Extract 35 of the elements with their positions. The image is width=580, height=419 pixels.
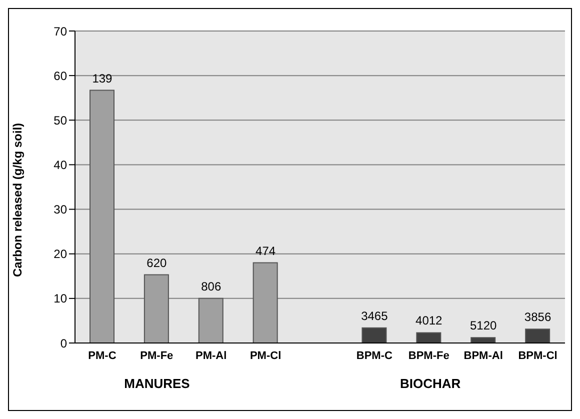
y-tick-label: 60	[54, 68, 68, 83]
y-tick-label: 20	[54, 247, 68, 262]
annotation: 139	[92, 71, 113, 86]
bar	[252, 262, 278, 343]
y-tick-label: 0	[60, 336, 68, 350]
y-tick-label: 30	[54, 202, 68, 217]
annotation: 474	[256, 244, 276, 258]
bar	[198, 298, 224, 343]
bar	[416, 332, 442, 343]
bar	[90, 90, 114, 343]
x-tick-label: BPM-Cl	[518, 350, 558, 362]
annotation: 3856	[524, 310, 552, 324]
y-tick-label: 70	[54, 24, 68, 38]
bar	[470, 337, 496, 343]
x-tick-label: PM-Fe	[140, 350, 174, 362]
y-axis-title: Carbon released (g/kg soil)	[10, 122, 24, 277]
annotation: 620	[146, 256, 167, 270]
x-tick-label: PM-Cl	[250, 350, 282, 362]
x-tick-label: PM-C	[88, 350, 116, 362]
text: MANURES	[123, 376, 191, 391]
annotation: 806	[201, 279, 222, 294]
text: BIOCHAR	[398, 376, 462, 391]
annotation: 4012	[416, 314, 443, 328]
annotation: 5120	[470, 318, 498, 333]
bar	[144, 274, 169, 343]
bar	[362, 327, 387, 343]
y-tick-label: 50	[54, 113, 68, 128]
bar	[525, 328, 550, 343]
x-tick-label: PM-Al	[196, 350, 227, 362]
y-tick-label: 10	[54, 292, 68, 306]
x-tick-label: BPM-Fe	[408, 350, 450, 362]
annotation: 3465	[361, 308, 388, 323]
x-tick-label: BPM-Al	[464, 350, 503, 362]
x-tick-label: BPM-C	[356, 350, 393, 362]
y-tick-label: 40	[54, 158, 68, 172]
